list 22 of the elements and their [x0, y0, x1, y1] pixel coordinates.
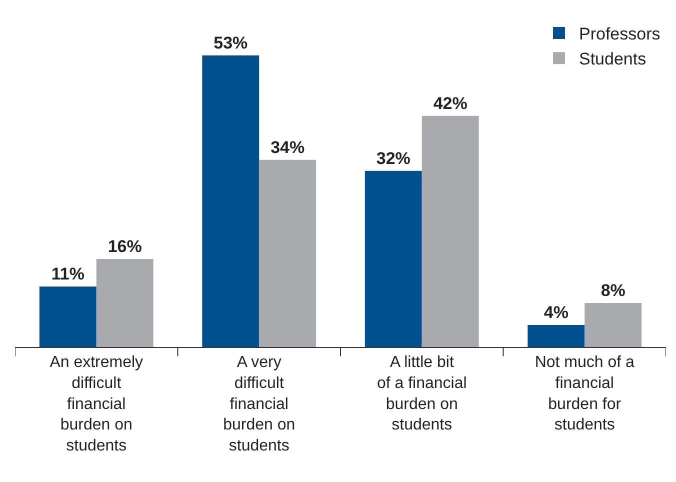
bar: [259, 160, 316, 347]
data-label: 16%: [108, 236, 142, 256]
x-tick-label: A little bit of a financial burden on students: [376, 354, 467, 434]
legend-label: Students: [579, 50, 646, 69]
bar: [528, 324, 585, 347]
bar: [202, 55, 260, 347]
bar: [96, 258, 154, 347]
data-label: 4%: [544, 302, 568, 322]
data-label: 11%: [51, 264, 84, 284]
x-tick-label: An extremely difficult financial burden on students: [50, 354, 144, 454]
bar: [39, 286, 96, 347]
legend-label: Professors: [579, 24, 660, 44]
x-tick-label: Not much of a financial burden for students: [534, 354, 635, 434]
bar: [364, 170, 422, 347]
data-label: 8%: [600, 280, 626, 300]
bar: [422, 116, 479, 347]
data-label: 32%: [376, 148, 410, 168]
bar: [584, 302, 642, 347]
data-label: 42%: [433, 94, 468, 113]
x-tick-label: A very difficult financial burden on students: [223, 354, 296, 454]
data-label: 34%: [270, 138, 305, 157]
data-label: 53%: [214, 33, 248, 52]
